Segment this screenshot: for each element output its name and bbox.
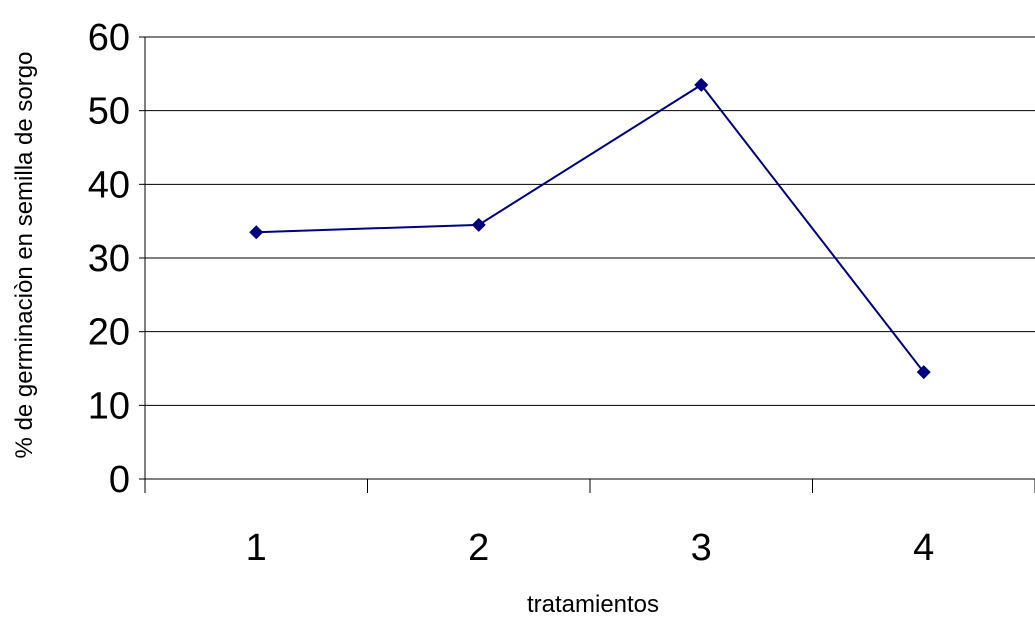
y-tick-label: 20 xyxy=(88,312,130,354)
y-tick-label: 50 xyxy=(88,91,130,133)
x-axis-title: tratamientos xyxy=(527,591,659,618)
y-tick-label: 30 xyxy=(88,238,130,280)
series xyxy=(249,77,931,380)
y-tick-label: 60 xyxy=(88,17,130,59)
data-point-marker xyxy=(694,77,709,92)
gridlines xyxy=(145,36,1035,406)
series-line xyxy=(256,83,925,373)
data-point-marker xyxy=(916,365,931,380)
x-tick-label: 1 xyxy=(246,527,267,569)
y-axis-title: % de germinaciòn en semilla de sorgo xyxy=(11,52,38,459)
x-tick-label: 4 xyxy=(913,527,934,569)
y-tick-label: 10 xyxy=(88,385,130,427)
data-point-marker xyxy=(249,225,264,240)
x-tick-label: 2 xyxy=(468,527,489,569)
x-tick-label: 3 xyxy=(691,527,712,569)
y-tick-label: 0 xyxy=(109,459,130,501)
x-tick-labels: 1 2 3 4 xyxy=(246,527,935,569)
y-tick-labels: 0 10 20 30 40 50 60 xyxy=(88,17,130,501)
y-tick-label: 40 xyxy=(88,164,130,206)
axes xyxy=(139,36,1035,493)
data-point-marker xyxy=(471,217,486,232)
